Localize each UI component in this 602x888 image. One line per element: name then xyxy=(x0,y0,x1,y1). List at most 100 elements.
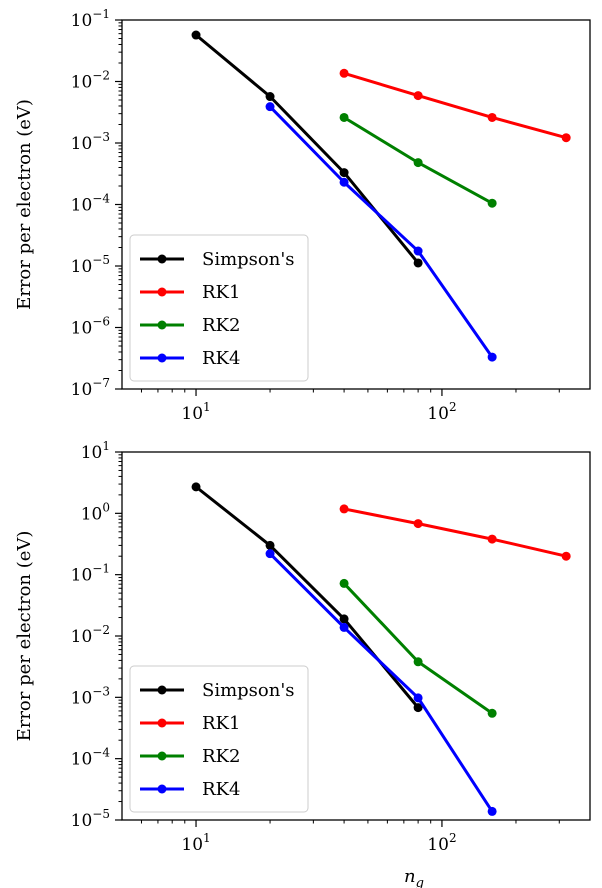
x-tick-label: 101 xyxy=(181,831,210,855)
data-point xyxy=(487,806,497,816)
y-tick-exp: −2 xyxy=(92,623,110,637)
y-tick-exp: −5 xyxy=(92,253,110,267)
series-line-simpsons xyxy=(195,33,420,264)
y-tick-base: 10 xyxy=(71,627,93,647)
data-point xyxy=(191,482,201,492)
y-tick-base: 10 xyxy=(71,811,93,831)
series-line-rk4 xyxy=(269,552,494,813)
legend-box xyxy=(129,234,309,382)
y-tick-base: 10 xyxy=(71,196,93,216)
y-tick-exp: 0 xyxy=(102,500,110,514)
y-tick-exp: −4 xyxy=(92,192,110,206)
x-tick-label: 102 xyxy=(427,831,456,855)
data-point xyxy=(413,703,423,713)
x-tick-label: 102 xyxy=(427,400,456,424)
data-point xyxy=(265,92,275,102)
data-point xyxy=(339,578,349,588)
legend-swatch-marker xyxy=(157,784,167,794)
y-tick-exp: −2 xyxy=(92,69,110,83)
legend-entry: Simpson's xyxy=(202,249,295,270)
legend-box xyxy=(129,665,309,813)
data-point xyxy=(339,68,349,78)
data-point xyxy=(413,158,423,168)
y-tick-label: 10−5 xyxy=(71,807,110,831)
y-tick-exp: −3 xyxy=(92,684,110,698)
data-point xyxy=(265,549,275,559)
data-point xyxy=(487,534,497,544)
legend-swatch-marker xyxy=(157,320,167,330)
x-tick-exp: 1 xyxy=(203,400,211,414)
y-tick-base: 10 xyxy=(71,11,93,31)
x-axis-label: ng xyxy=(404,866,424,888)
y-tick-label: 101 xyxy=(81,439,110,463)
x-axis-label-sub: g xyxy=(416,876,424,888)
data-point xyxy=(487,708,497,718)
data-point xyxy=(339,614,349,624)
x-tick-base: 10 xyxy=(427,404,449,424)
legend-swatch-marker xyxy=(157,254,167,264)
y-tick-exp: −7 xyxy=(92,376,110,390)
y-tick-label: 10−1 xyxy=(71,562,110,586)
data-point xyxy=(265,102,275,112)
data-point xyxy=(413,246,423,256)
y-tick-label: 10−7 xyxy=(71,376,110,400)
legend-entry: RK4 xyxy=(202,779,240,800)
y-tick-exp: −3 xyxy=(92,130,110,144)
y-axis-label: Error per electron (eV) xyxy=(14,531,35,742)
data-point xyxy=(487,352,497,362)
legend-swatch-marker xyxy=(157,685,167,695)
y-tick-base: 10 xyxy=(71,319,93,339)
series-line-rk4 xyxy=(268,105,494,358)
data-point xyxy=(413,657,423,667)
y-tick-base: 10 xyxy=(81,443,103,463)
legend-entry: Simpson's xyxy=(202,680,295,701)
data-point xyxy=(339,504,349,514)
legend-entry: RK2 xyxy=(202,315,240,336)
legend-swatch-marker xyxy=(157,751,167,761)
legend: Simpson's RK1 RK2 RK4 xyxy=(129,665,309,813)
x-tick-exp: 1 xyxy=(203,831,211,845)
y-tick-label: 10−6 xyxy=(71,315,110,339)
data-point xyxy=(265,540,275,550)
x-tick-label: 101 xyxy=(181,400,210,424)
y-tick-exp: −6 xyxy=(92,315,110,329)
y-tick-label: 100 xyxy=(81,500,110,524)
data-point xyxy=(487,112,497,122)
y-tick-label: 10−2 xyxy=(71,623,110,647)
data-point xyxy=(561,551,571,561)
x-axis-label-main: n xyxy=(404,866,416,887)
legend-entry: RK4 xyxy=(202,348,240,369)
chart-panel-1: 101 10210−710−610−510−410−310−210−1Error … xyxy=(14,7,591,424)
data-point xyxy=(191,30,201,40)
y-tick-exp: −1 xyxy=(92,7,110,21)
data-point xyxy=(413,519,423,529)
y-tick-label: 10−5 xyxy=(71,253,110,277)
legend-entry: RK2 xyxy=(202,746,240,767)
y-axis-label: Error per electron (eV) xyxy=(14,99,35,310)
y-tick-exp: −1 xyxy=(92,562,110,576)
y-tick-exp: −5 xyxy=(92,807,110,821)
x-tick-exp: 2 xyxy=(449,400,457,414)
data-point xyxy=(339,177,349,187)
data-point xyxy=(339,622,349,632)
y-tick-base: 10 xyxy=(71,134,93,154)
data-point xyxy=(413,258,423,268)
legend-entry: RK1 xyxy=(202,282,240,303)
axes-frame xyxy=(121,451,591,821)
axes-frame xyxy=(121,19,591,390)
x-tick-base: 10 xyxy=(181,404,203,424)
x-tick-base: 10 xyxy=(427,835,449,855)
y-tick-base: 10 xyxy=(71,380,93,400)
legend: Simpson's RK1 RK2 RK4 xyxy=(129,234,309,382)
data-point xyxy=(413,693,423,703)
legend-entry: RK1 xyxy=(202,713,240,734)
y-tick-base: 10 xyxy=(71,688,93,708)
legend-swatch-marker xyxy=(157,718,167,728)
y-tick-label: 10−1 xyxy=(71,7,110,31)
x-tick-exp: 2 xyxy=(449,831,457,845)
legend-swatch-marker xyxy=(157,287,167,297)
data-point xyxy=(487,198,497,208)
y-tick-label: 10−4 xyxy=(71,192,111,216)
